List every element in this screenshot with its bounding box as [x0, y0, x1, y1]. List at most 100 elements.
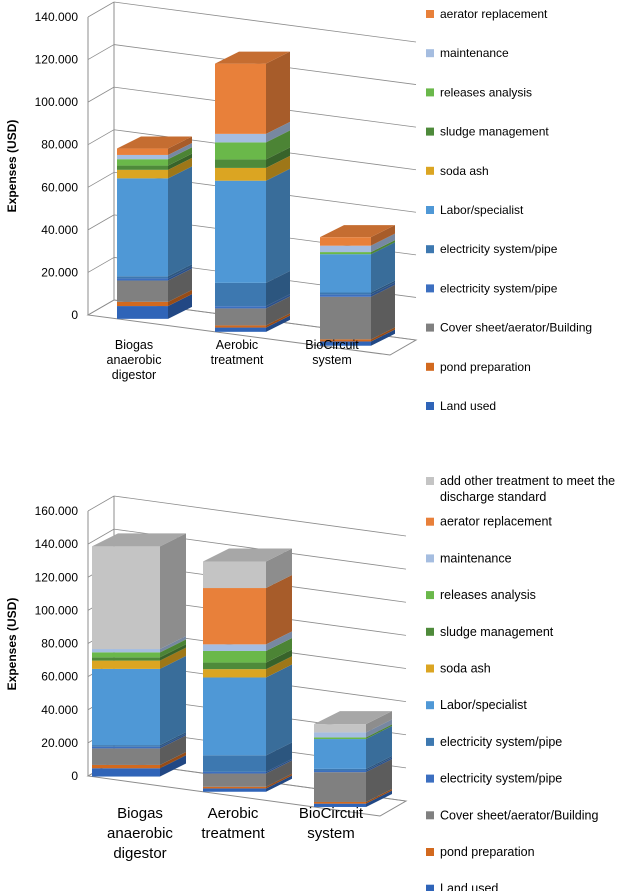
- bar-biogas-anaerobic-digestor-cover-sheet-aerator-building-front: [92, 748, 160, 765]
- legend-label: pond preparation: [440, 845, 535, 859]
- bar-biocircuit-system-cover-sheet-aerator-building-front: [314, 772, 366, 802]
- legend-swatch: [426, 737, 434, 746]
- bar-aerobic-treatment-electricity-system-pipe-2: [215, 270, 290, 307]
- y-tick-label: 80.000: [41, 138, 78, 152]
- bar-biocircuit-system-electricity-system-pipe-2: [320, 280, 395, 295]
- floor: [86, 299, 418, 356]
- category-label: treatment: [201, 825, 265, 842]
- category-label: Aerobic: [208, 805, 259, 822]
- chart-1: 0 20.000 40.000 60.000 80.000 100.000 120.000 1…: [5, 1, 592, 413]
- bar-aerobic-treatment-labor-specialist-front: [215, 180, 266, 283]
- bar-aerobic-treatment-labor-specialist: [203, 664, 292, 756]
- bar-biogas-anaerobic-digestor-electricity-system-pipe-2-side: [160, 732, 186, 747]
- category-label: anaerobic: [107, 825, 173, 842]
- legend-swatch: [426, 627, 434, 636]
- bars: [92, 533, 392, 807]
- bar-biogas-anaerobic-digestor-add-other-treatment-to-meet-the-discharge-standard: [92, 533, 186, 650]
- y-tick-label: 160.000: [35, 504, 79, 518]
- bar-biocircuit-system-aerator-replacement-side: [371, 225, 395, 246]
- bar-biogas-anaerobic-digestor-releases-analysis-side: [168, 147, 192, 166]
- bar-biocircuit-system-pond-preparation-front: [314, 801, 366, 804]
- bar-biogas-anaerobic-digestor-maintenance: [117, 142, 192, 160]
- bar-aerobic-treatment-electricity-system-pipe-1: [215, 294, 290, 309]
- y-tick-label: 40.000: [41, 223, 78, 237]
- bar-biocircuit-system-electricity-system-pipe-2: [314, 755, 392, 771]
- legend-label: Cover sheet/aerator/Building: [440, 808, 598, 822]
- bar-top-biocircuit-system: [314, 711, 392, 725]
- bar-aerobic-treatment-maintenance-front: [215, 133, 266, 143]
- category-label: system: [307, 825, 355, 842]
- bar-aerobic-treatment-releases-analysis: [215, 130, 290, 160]
- bar-biogas-anaerobic-digestor-land-used-front: [117, 306, 168, 319]
- bar-aerobic-treatment-sludge-management-front: [203, 662, 266, 670]
- legend-label: Cover sheet/aerator/Building: [440, 321, 592, 335]
- bar-aerobic-treatment-land-used-front: [203, 788, 266, 792]
- y-tick-label: 60.000: [41, 670, 78, 684]
- legend-label: soda ash: [440, 662, 491, 676]
- bar-biogas-anaerobic-digestor-soda-ash-side: [168, 157, 192, 179]
- bar-biocircuit-system-releases-analysis: [320, 240, 395, 255]
- bar-aerobic-treatment-electricity-system-pipe-2-front: [203, 755, 266, 772]
- bar-aerobic-treatment-pond-preparation: [203, 773, 292, 789]
- bar-aerobic-treatment-electricity-system-pipe-1: [203, 758, 292, 774]
- bar-aerobic-treatment-cover-sheet-aerator-building: [203, 760, 292, 787]
- bar-biocircuit-system-maintenance-side: [371, 233, 395, 253]
- bar-biogas-anaerobic-digestor-cover-sheet-aerator-building: [117, 268, 192, 302]
- bar-aerobic-treatment-maintenance-side: [266, 121, 290, 143]
- legend-swatch: [426, 848, 434, 856]
- bar-aerobic-treatment-soda-ash-side: [266, 656, 292, 678]
- bar-biogas-anaerobic-digestor-maintenance: [92, 636, 186, 653]
- bar-aerobic-treatment-labor-specialist-side: [266, 664, 292, 756]
- gridline-side: [87, 129, 115, 146]
- bar-aerobic-treatment-land-used: [215, 315, 290, 332]
- bar-biocircuit-system-cover-sheet-aerator-building-front: [320, 296, 371, 340]
- bar-biogas-anaerobic-digestor-sludge-management-front: [117, 165, 168, 170]
- bar-biocircuit-system-electricity-system-pipe-1-side: [371, 282, 395, 297]
- bars: [117, 51, 395, 346]
- bar-top-biocircuit-system: [320, 225, 395, 238]
- bar-biocircuit-system-electricity-system-pipe-1-front: [314, 770, 366, 773]
- bar-aerobic-treatment-maintenance: [215, 121, 290, 143]
- legend-label: maintenance: [440, 46, 509, 60]
- bar-biogas-anaerobic-digestor-electricity-system-pipe-1-front: [92, 746, 160, 749]
- gridline-side: [87, 528, 115, 545]
- bar-biogas-anaerobic-digestor-electricity-system-pipe-1-front: [117, 278, 168, 281]
- legend-label: Land used: [440, 399, 496, 413]
- bar-aerobic-treatment-aerator-replacement-side: [266, 51, 290, 134]
- bar-aerobic-treatment-add-other-treatment-to-meet-the-discharge-standard-front: [203, 561, 266, 589]
- y-tick-label: 40.000: [41, 703, 78, 717]
- bar-biogas-anaerobic-digestor-labor-specialist-front: [117, 178, 168, 277]
- legend-swatch: [426, 166, 434, 175]
- bar-aerobic-treatment-maintenance-front: [203, 644, 266, 651]
- bar-biocircuit-system-add-other-treatment-to-meet-the-discharge-standard-side: [366, 711, 392, 733]
- gridline-side: [87, 214, 115, 231]
- legend-label: Land used: [440, 882, 498, 891]
- bar-aerobic-treatment-pond-preparation-front: [203, 786, 266, 789]
- bar-biogas-anaerobic-digestor-aerator-replacement-side: [168, 136, 192, 155]
- category-label: Biogas: [115, 338, 153, 352]
- bar-biogas-anaerobic-digestor-land-used-front: [92, 768, 160, 777]
- bar-aerobic-treatment-pond-preparation-front: [215, 325, 266, 328]
- bar-biogas-anaerobic-digestor-land-used-side: [168, 294, 192, 319]
- bar-biocircuit-system-electricity-system-pipe-2-side: [371, 280, 395, 295]
- bar-biogas-anaerobic-digestor-electricity-system-pipe-1-side: [168, 266, 192, 281]
- bar-aerobic-treatment-land-used-side: [266, 315, 290, 332]
- bar-biogas-anaerobic-digestor-pond-preparation-side: [160, 751, 186, 769]
- category-label: Biogas: [117, 805, 163, 822]
- bar-aerobic-treatment-electricity-system-pipe-1-side: [266, 294, 290, 309]
- y-tick-label: 100.000: [35, 95, 79, 109]
- legend-label: electricity system/pipe: [440, 772, 562, 786]
- y-tick-label: 140.000: [35, 10, 79, 24]
- bar-biocircuit-system-labor-specialist-side: [371, 242, 395, 293]
- bar-aerobic-treatment-releases-analysis-side: [266, 637, 292, 663]
- bar-biogas-anaerobic-digestor-labor-specialist-front: [92, 668, 160, 746]
- y-tick-label: 140.000: [35, 537, 79, 551]
- legend-label: releases analysis: [440, 85, 532, 99]
- bar-biogas-anaerobic-digestor-maintenance-side: [168, 142, 192, 160]
- bar-biocircuit-system-pond-preparation-front: [320, 339, 371, 342]
- legend-swatch: [426, 88, 434, 97]
- chart-2: 0 20.000 40.000 60.000 80.000 100.000 120.000 1…: [5, 474, 619, 896]
- bar-biocircuit-system-land-used-front: [320, 341, 371, 346]
- bar-biogas-anaerobic-digestor-labor-specialist: [117, 166, 192, 277]
- bar-aerobic-treatment-cover-sheet-aerator-building-side: [266, 760, 292, 787]
